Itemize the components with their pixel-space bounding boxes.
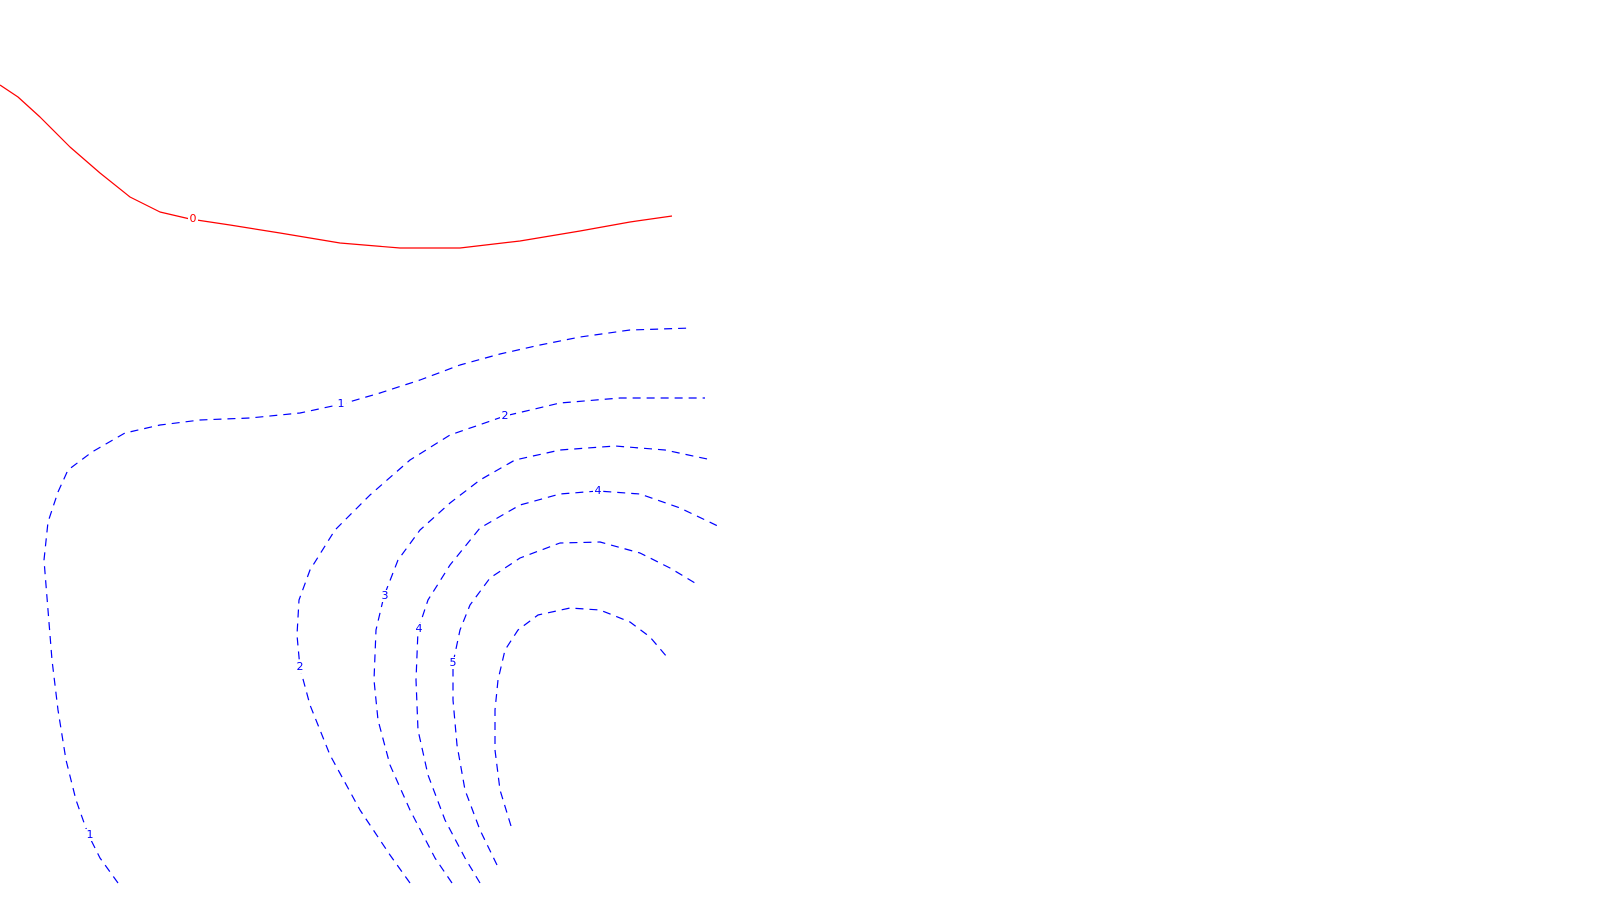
contour-label-bg xyxy=(295,661,305,673)
contour-line-6 xyxy=(494,607,668,827)
contour-label-bg xyxy=(448,657,458,669)
contour-label-bg xyxy=(500,410,510,422)
contour-level-6 xyxy=(494,607,668,827)
contour-level-4: 44 xyxy=(414,484,723,884)
contour-label-4: 4 xyxy=(416,622,423,635)
contour-label-1: 1 xyxy=(338,397,345,410)
contour-label-1: 1 xyxy=(87,828,94,841)
contour-label-bg xyxy=(380,590,390,602)
contour-label-bg xyxy=(593,485,603,497)
contour-label-bg xyxy=(188,213,198,225)
contour-level-2: 22 xyxy=(295,397,705,884)
contour-line-5 xyxy=(452,541,696,866)
contour-line-2 xyxy=(296,397,705,884)
contour-line-1 xyxy=(43,327,693,884)
contour-label-4: 4 xyxy=(595,484,602,497)
contour-level-1: 11 xyxy=(43,327,693,884)
contour-level-5: 5 xyxy=(448,541,696,866)
contour-line-0 xyxy=(0,84,673,249)
contour-line-4 xyxy=(415,490,723,884)
contour-label-0: 0 xyxy=(190,212,197,225)
contour-label-bg xyxy=(414,623,424,635)
contour-label-5: 5 xyxy=(450,656,457,669)
contour-label-bg xyxy=(336,398,346,410)
contour-label-2: 2 xyxy=(502,409,509,422)
contour-label-3: 3 xyxy=(382,589,389,602)
contour-line-3 xyxy=(373,445,713,884)
contour-level-0: 0 xyxy=(0,84,673,249)
contour-label-bg xyxy=(85,829,95,841)
contour-level-3: 3 xyxy=(373,445,713,884)
contour-label-2: 2 xyxy=(297,660,304,673)
